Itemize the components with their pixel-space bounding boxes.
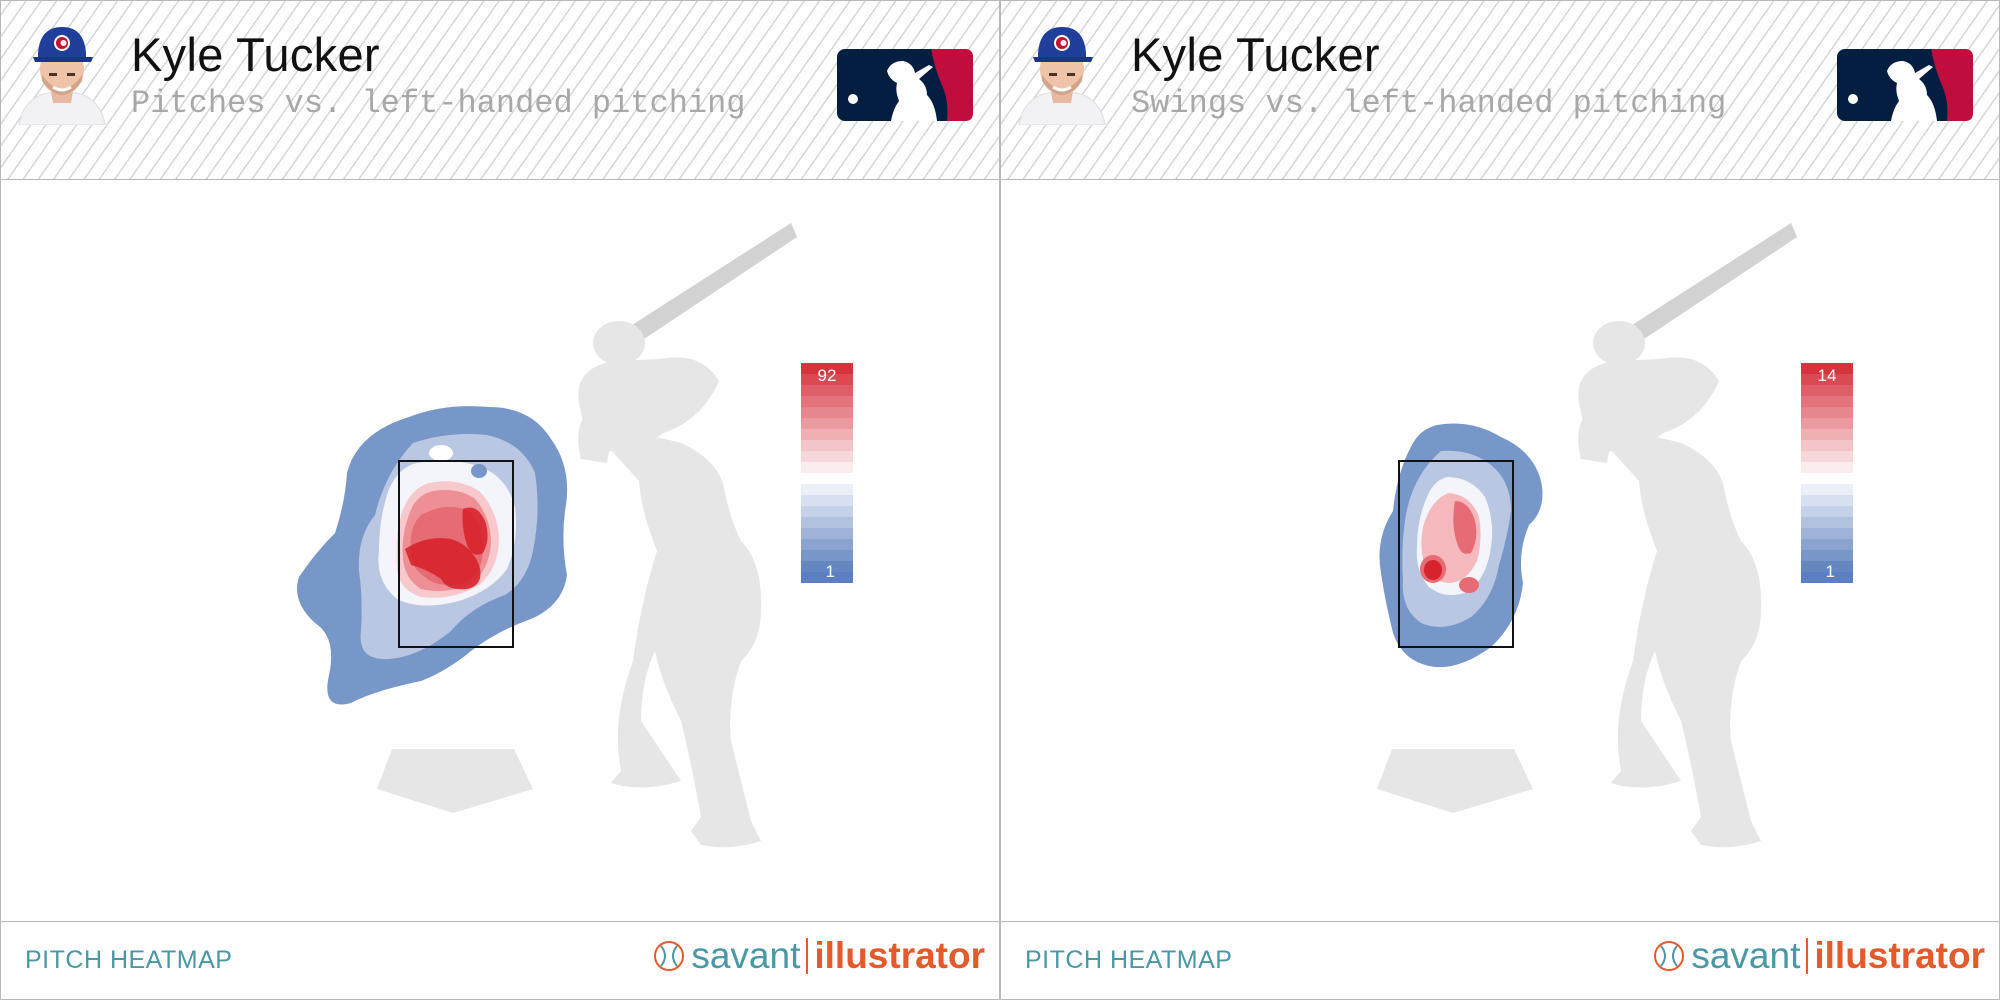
baseball-icon [1654, 941, 1685, 971]
swing-heatmap [1379, 423, 1543, 668]
brand-savant: savant [1691, 935, 1801, 976]
footer-label: PITCH HEATMAP [25, 946, 233, 974]
color-legend: 92 1 [801, 363, 853, 583]
baseball-icon [654, 941, 685, 971]
heatmap-plot: 92 1 [297, 223, 853, 848]
home-plate [377, 749, 533, 813]
panel-header: Kyle Tucker Swings vs. left-handed pitch… [1001, 1, 1999, 180]
mlb-logo [837, 49, 973, 121]
savant-illustrator-brand: savant illustrator [1653, 934, 1985, 978]
panel-header: Kyle Tucker Pitches vs. left-handed pitc… [1, 1, 999, 180]
player-headshot [1018, 27, 1106, 125]
batter-silhouette [578, 223, 797, 848]
mlb-logo [1837, 49, 1973, 121]
chart-subtitle: Swings vs. left-handed pitching [1131, 85, 1727, 122]
legend-min-label: 1 [1826, 562, 1835, 581]
player-name: Kyle Tucker [131, 28, 380, 81]
brand-illustrator: illustrator [814, 935, 985, 976]
chart-subtitle: Pitches vs. left-handed pitching [131, 85, 746, 122]
player-headshot [18, 27, 106, 125]
heatmap-panel-swings: Kyle Tucker Swings vs. left-handed pitch… [1000, 0, 2000, 1000]
brand-illustrator: illustrator [1814, 935, 1985, 976]
panel-footer: PITCH HEATMAP savant illustrator [1001, 921, 1999, 999]
player-name: Kyle Tucker [1131, 28, 1380, 81]
brand-divider [806, 938, 809, 974]
home-plate [1377, 749, 1533, 813]
strike-zone [398, 460, 514, 648]
footer-label: PITCH HEATMAP [1025, 946, 1233, 974]
panel-footer: PITCH HEATMAP savant illustrator [1, 921, 999, 999]
legend-max-label: 92 [818, 366, 837, 385]
brand-divider [1806, 938, 1809, 974]
brand-savant: savant [691, 935, 801, 976]
batter-silhouette [1578, 223, 1797, 848]
strike-zone [1398, 460, 1514, 648]
legend-max-label: 14 [1818, 366, 1837, 385]
color-legend: 14 1 [1801, 363, 1853, 583]
legend-min-label: 1 [826, 562, 835, 581]
heatmap-panel-pitches: Kyle Tucker Pitches vs. left-handed pitc… [0, 0, 1000, 1000]
savant-illustrator-brand: savant illustrator [653, 934, 985, 978]
heatmap-plot: 14 1 [1377, 223, 1853, 848]
pitch-heatmap [297, 406, 568, 705]
